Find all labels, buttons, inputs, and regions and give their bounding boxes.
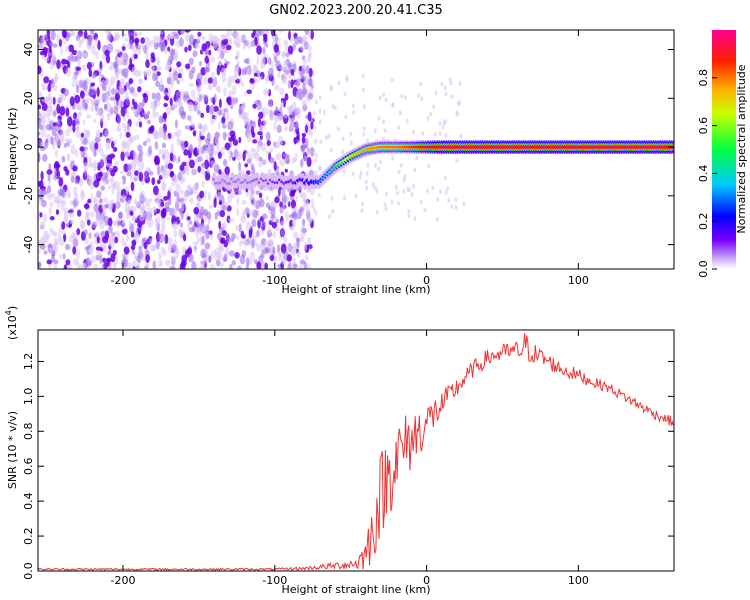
spectrogram-y-tick-label: 0 bbox=[22, 144, 35, 151]
snr-x-tick-label: 0 bbox=[423, 574, 430, 587]
spectrogram-ridge bbox=[211, 140, 674, 191]
spectrogram-plot-area bbox=[38, 30, 674, 269]
spectrogram-x-tick-label: -100 bbox=[262, 274, 287, 287]
snr-scale-suffix: ) bbox=[6, 306, 19, 310]
snr-scale-label: (x104) bbox=[4, 306, 19, 340]
snr-x-axis: -200 -100 0 100 bbox=[111, 330, 589, 587]
spectrogram-y-tick-label: 20 bbox=[22, 91, 35, 105]
spectrogram-frame bbox=[37, 29, 675, 270]
spectrogram-x-label: Height of straight line (km) bbox=[281, 283, 430, 296]
spectrogram-y-axis: -40 -20 0 20 40 bbox=[22, 43, 674, 254]
snr-y-axis: 0.0 0.2 0.4 0.6 0.8 1.0 1.2 bbox=[22, 353, 674, 580]
snr-frame bbox=[37, 329, 675, 572]
colorbar-tick-label: 0.4 bbox=[697, 165, 710, 183]
spectrogram-y-tick-label: -40 bbox=[22, 236, 35, 254]
colorbar-gradient bbox=[712, 30, 736, 269]
svg-text:(x104): (x104) bbox=[4, 306, 19, 340]
snr-y-tick-label: 0.0 bbox=[22, 562, 35, 580]
colorbar-ticks: 0.0 0.2 0.4 0.6 0.8 bbox=[697, 69, 717, 278]
colorbar-tick-label: 0.8 bbox=[697, 69, 710, 87]
snr-y-tick-label: 0.6 bbox=[22, 457, 35, 475]
colorbar-label: Normalized spectral amplitude bbox=[735, 64, 748, 233]
spectrogram-y-label: Frequency (Hz) bbox=[6, 108, 19, 191]
snr-scale-exponent: 4 bbox=[4, 310, 13, 315]
spectrogram-x-tick-label: 0 bbox=[423, 274, 430, 287]
colorbar-tick-label: 0.2 bbox=[697, 212, 710, 230]
snr-panel: -200 -100 0 100 0.0 0.2 0.4 0.6 0.8 1.0 1.2 Heigh… bbox=[4, 306, 675, 596]
snr-plot-area bbox=[38, 333, 674, 571]
snr-y-tick-label: 0.2 bbox=[22, 527, 35, 545]
spectrogram-noise-speckle bbox=[38, 30, 466, 269]
spectrogram-y-tick-label: -20 bbox=[22, 187, 35, 205]
colorbar: 0.0 0.2 0.4 0.6 0.8 Normalized spectral ampl… bbox=[697, 30, 748, 278]
snr-series-line bbox=[38, 333, 674, 571]
figure-title: GN02.2023.200.20.41.C35 bbox=[269, 3, 443, 18]
snr-x-tick-label: -100 bbox=[262, 574, 287, 587]
spectrogram-y-tick-label: 40 bbox=[22, 43, 35, 57]
snr-y-tick-label: 0.8 bbox=[22, 423, 35, 441]
colorbar-tick-label: 0.0 bbox=[697, 260, 710, 278]
spectrogram-x-tick-label: -200 bbox=[111, 274, 136, 287]
snr-x-tick-label: 100 bbox=[568, 574, 589, 587]
snr-y-tick-label: 1.2 bbox=[22, 353, 35, 371]
snr-x-tick-label: -200 bbox=[111, 574, 136, 587]
snr-y-label: SNR (10 * v/v) bbox=[6, 411, 19, 489]
spectrogram-x-axis: -200 -100 0 100 bbox=[111, 30, 589, 287]
snr-y-tick-label: 1.0 bbox=[22, 388, 35, 406]
spectrogram-x-tick-label: 100 bbox=[568, 274, 589, 287]
snr-scale-prefix: (x10 bbox=[6, 315, 19, 340]
snr-x-label: Height of straight line (km) bbox=[281, 583, 430, 596]
colorbar-tick-label: 0.6 bbox=[697, 117, 710, 135]
snr-y-tick-label: 0.4 bbox=[22, 492, 35, 510]
